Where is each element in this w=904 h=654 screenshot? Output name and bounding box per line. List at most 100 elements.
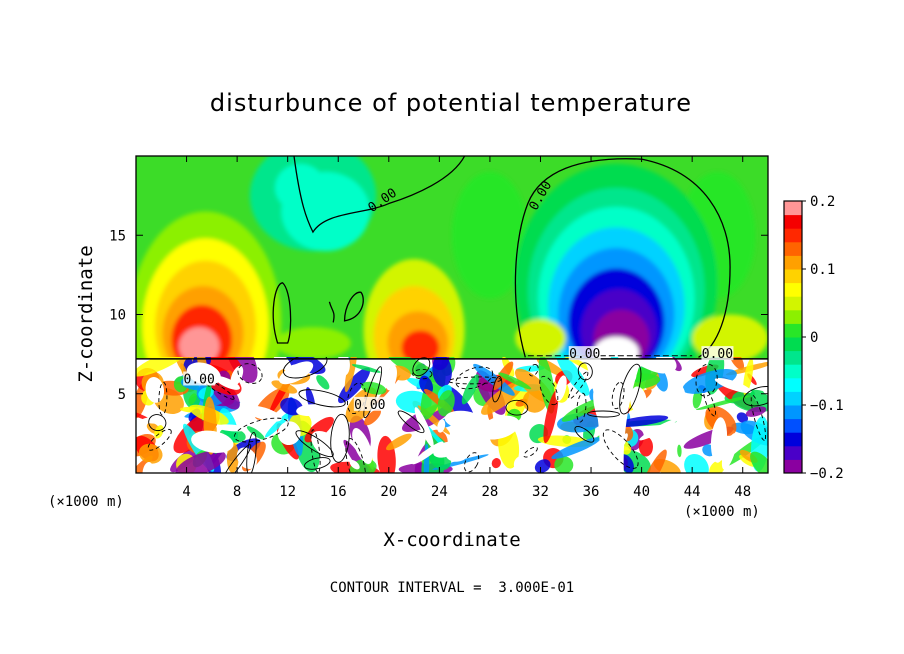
contour-label: 0.00	[702, 347, 733, 362]
colorbar-tick-label: −0.2	[810, 466, 844, 482]
x-tick-label: 44	[684, 484, 701, 500]
eddy	[136, 357, 187, 377]
contour-labels: 0.00 0.000.00 0.000.000.00	[183, 179, 734, 413]
eddy-contour	[574, 426, 595, 443]
eddy-contour	[147, 428, 172, 451]
eddy-contour	[568, 371, 589, 400]
eddy	[614, 415, 669, 428]
eddy-white	[555, 375, 567, 402]
eddy	[561, 398, 603, 422]
eddy-contour	[158, 381, 168, 416]
eddy	[316, 375, 330, 390]
eddy	[677, 444, 682, 458]
colorbar-segment	[784, 282, 802, 297]
eddy	[338, 367, 371, 404]
eddy-contour	[743, 386, 768, 407]
eddy-white	[414, 407, 434, 448]
eddy	[386, 433, 412, 451]
eddy-white	[296, 404, 325, 417]
colorbar-segment	[784, 432, 802, 447]
colorbar-segment	[784, 350, 802, 365]
colorbar-segment	[784, 201, 802, 216]
eddy	[543, 390, 559, 444]
eddy-contour	[602, 429, 639, 469]
x-tick-label: 4	[182, 484, 190, 500]
colorbar-segment	[784, 337, 802, 352]
eddy-white	[230, 365, 244, 387]
y-axis-ticks: 5 10 15	[109, 228, 768, 403]
contour-label-bg	[568, 346, 601, 361]
eddy-contour	[463, 452, 480, 473]
eddy-contour	[539, 375, 559, 406]
eddy-white	[412, 441, 444, 465]
eddy-contour	[577, 362, 593, 381]
zero-contour-0	[293, 156, 466, 234]
eddy	[473, 363, 515, 396]
eddy-contour	[148, 414, 167, 432]
eddy-contour	[363, 366, 383, 419]
eddy	[491, 458, 501, 469]
eddy-contour	[298, 389, 346, 408]
colorbar-segment	[784, 214, 802, 229]
eddy-contour	[200, 376, 235, 400]
eddy-white	[444, 410, 482, 429]
eddy	[432, 357, 452, 387]
colorbar-segment	[784, 255, 802, 270]
eddy	[556, 357, 590, 396]
warm-mid-3	[401, 330, 440, 366]
eddy-contour	[750, 394, 767, 441]
eddy	[264, 409, 294, 438]
eddy-contour	[523, 446, 538, 458]
eddy-contour	[447, 376, 502, 385]
eddy-white	[245, 405, 282, 422]
eddy-contour	[246, 431, 257, 473]
eddy-contour	[237, 363, 263, 384]
x-tick-label: 32	[532, 484, 549, 500]
eddy	[684, 453, 709, 473]
x-tick-label: 16	[330, 484, 347, 500]
eddy-contour	[346, 382, 366, 415]
eddy	[534, 459, 551, 473]
x-tick-label: 48	[734, 484, 751, 500]
eddy	[736, 412, 749, 423]
colorbar-tick-label: −0.1	[810, 398, 844, 414]
colorbar-segment	[784, 323, 802, 338]
colorbar-segment	[784, 296, 802, 311]
eddy-contour	[220, 444, 252, 473]
cold-plume	[584, 358, 642, 473]
eddy	[175, 450, 226, 473]
contour-label: 0.00	[569, 347, 600, 362]
eddy	[246, 426, 265, 440]
colorbar-tick-label: 0	[810, 330, 818, 346]
eddy	[709, 460, 726, 473]
eddy-white	[639, 418, 678, 441]
warm-tint-2	[275, 327, 351, 359]
upper-blob-2	[275, 163, 326, 212]
eddy-contour	[310, 429, 321, 473]
eddy-white	[279, 361, 314, 385]
eddy-white	[669, 381, 686, 403]
colorbar-segment	[784, 391, 802, 406]
eddy	[360, 381, 387, 395]
eddy	[351, 364, 381, 373]
eddy-white	[437, 419, 446, 433]
chart-title: disturbunce of potential temperature	[210, 89, 692, 117]
eddy	[199, 357, 242, 375]
eddy-white	[714, 378, 752, 393]
eddy	[554, 456, 574, 473]
colorbar	[783, 200, 803, 474]
eddy-white	[479, 415, 520, 440]
eddy-white	[630, 386, 647, 415]
zero-contour-3	[343, 291, 364, 322]
contour-label-bg	[701, 346, 734, 361]
eddy-contour	[619, 363, 642, 415]
eddy-white	[191, 430, 234, 453]
x-unit-left: (×1000 m)	[48, 494, 124, 510]
eddy-contour	[528, 364, 539, 377]
x-tick-label: 40	[633, 484, 650, 500]
eddy	[138, 443, 163, 464]
x-axis-ticks: 4 8 12 16 20 24 28 32 36 40 44 48	[182, 156, 751, 500]
x-axis-title: X-coordinate	[383, 529, 520, 551]
eddy	[498, 372, 532, 390]
eddy-white	[445, 445, 469, 462]
